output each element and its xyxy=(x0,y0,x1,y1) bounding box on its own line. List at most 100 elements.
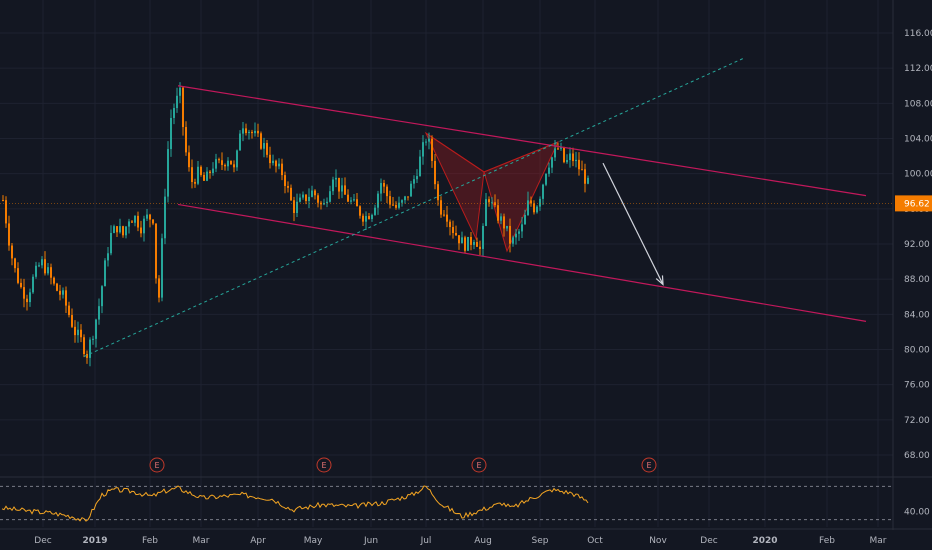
candle-body xyxy=(317,195,319,203)
candle-body xyxy=(434,160,436,185)
candle-body xyxy=(533,203,535,213)
candle-body xyxy=(545,173,547,185)
candle-body xyxy=(539,198,541,207)
harmonic-pattern-xb xyxy=(425,132,485,173)
candle-body xyxy=(431,138,433,161)
candle-body xyxy=(44,259,46,274)
candle-body xyxy=(206,171,208,181)
candle-body xyxy=(128,221,130,227)
candle-body xyxy=(500,216,502,221)
time-tick-label: Feb xyxy=(142,536,158,546)
candle-body xyxy=(455,233,457,236)
candle-body xyxy=(218,159,220,161)
candle-body xyxy=(221,160,223,165)
svg-text:E: E xyxy=(154,461,159,470)
oscillator-tick-label: 40.00 xyxy=(904,507,930,517)
candle-body xyxy=(89,339,91,358)
candle-body xyxy=(380,183,382,194)
svg-text:E: E xyxy=(321,461,326,470)
candle-body xyxy=(578,159,580,170)
projection-arrow-line xyxy=(602,162,664,285)
candle-body xyxy=(119,226,121,233)
candle-body xyxy=(74,326,76,336)
candle-body xyxy=(476,242,478,247)
candle-body xyxy=(185,127,187,153)
candle-body xyxy=(314,190,316,196)
candle-body xyxy=(296,201,298,213)
candle-body xyxy=(32,276,34,293)
candle-body xyxy=(473,242,475,245)
candle-body xyxy=(8,223,10,246)
earnings-marker[interactable]: E xyxy=(149,457,165,473)
candle-body xyxy=(161,238,163,298)
candle-body xyxy=(104,260,106,287)
candle-body xyxy=(509,225,511,244)
candle-body xyxy=(308,196,310,202)
candle-body xyxy=(395,204,397,208)
candle-body xyxy=(101,286,103,307)
candle-body xyxy=(311,190,313,197)
candle-body xyxy=(194,181,196,184)
candle-body xyxy=(254,130,256,134)
candle-body xyxy=(257,130,259,134)
svg-text:E: E xyxy=(476,461,481,470)
time-tick-label: Sep xyxy=(532,536,549,546)
candle-body xyxy=(110,232,112,254)
candle-body xyxy=(236,150,238,168)
candle-body xyxy=(242,128,244,134)
price-tick-label: 84.00 xyxy=(904,310,930,320)
candle-body xyxy=(398,202,400,208)
candle-body xyxy=(23,287,25,299)
candle-body xyxy=(248,131,250,134)
candle-body xyxy=(491,202,493,204)
candle-body xyxy=(251,131,253,134)
candle-body xyxy=(437,184,439,201)
candle-body xyxy=(488,199,490,203)
candle-body xyxy=(575,159,577,162)
candle-body xyxy=(518,231,520,234)
candle-body xyxy=(377,193,379,208)
candle-body xyxy=(50,267,52,278)
candle-body xyxy=(581,169,583,171)
candle-body xyxy=(392,204,394,206)
earnings-marker[interactable]: E xyxy=(471,457,487,473)
time-tick-label: Feb xyxy=(819,536,835,546)
candle-body xyxy=(182,87,184,128)
candle-body xyxy=(542,184,544,199)
candle-body xyxy=(59,290,61,295)
candle-body xyxy=(176,95,178,109)
candle-body xyxy=(263,143,265,149)
candle-body xyxy=(452,227,454,234)
channel-top-line xyxy=(177,85,867,197)
candle-body xyxy=(587,177,589,184)
price-tick-label: 72.00 xyxy=(904,416,930,426)
dashed-trendline xyxy=(83,57,746,357)
price-tick-label: 92.00 xyxy=(904,240,930,250)
candle-body xyxy=(224,164,226,167)
candle-body xyxy=(302,194,304,198)
candle-body xyxy=(440,200,442,215)
candle-body xyxy=(260,133,262,149)
candle-body xyxy=(551,157,553,168)
candle-body xyxy=(203,174,205,181)
candle-body xyxy=(113,226,115,233)
candle-body xyxy=(209,171,211,174)
candle-body xyxy=(26,298,28,303)
price-tick-label: 104.00 xyxy=(904,135,932,145)
time-tick-label: May xyxy=(304,536,323,546)
candle-body xyxy=(83,337,85,354)
candle-body xyxy=(335,177,337,180)
svg-text:E: E xyxy=(646,461,651,470)
candle-body xyxy=(158,278,160,298)
candle-body xyxy=(464,237,466,251)
candle-body xyxy=(389,196,391,205)
earnings-marker[interactable]: E xyxy=(316,457,332,473)
time-tick-label: Dec xyxy=(34,536,51,546)
candle-body xyxy=(197,166,199,184)
candle-body xyxy=(275,160,277,167)
candle-body xyxy=(527,200,529,215)
candle-body xyxy=(422,142,424,157)
earnings-marker[interactable]: E xyxy=(641,457,657,473)
candle-body xyxy=(560,147,562,149)
